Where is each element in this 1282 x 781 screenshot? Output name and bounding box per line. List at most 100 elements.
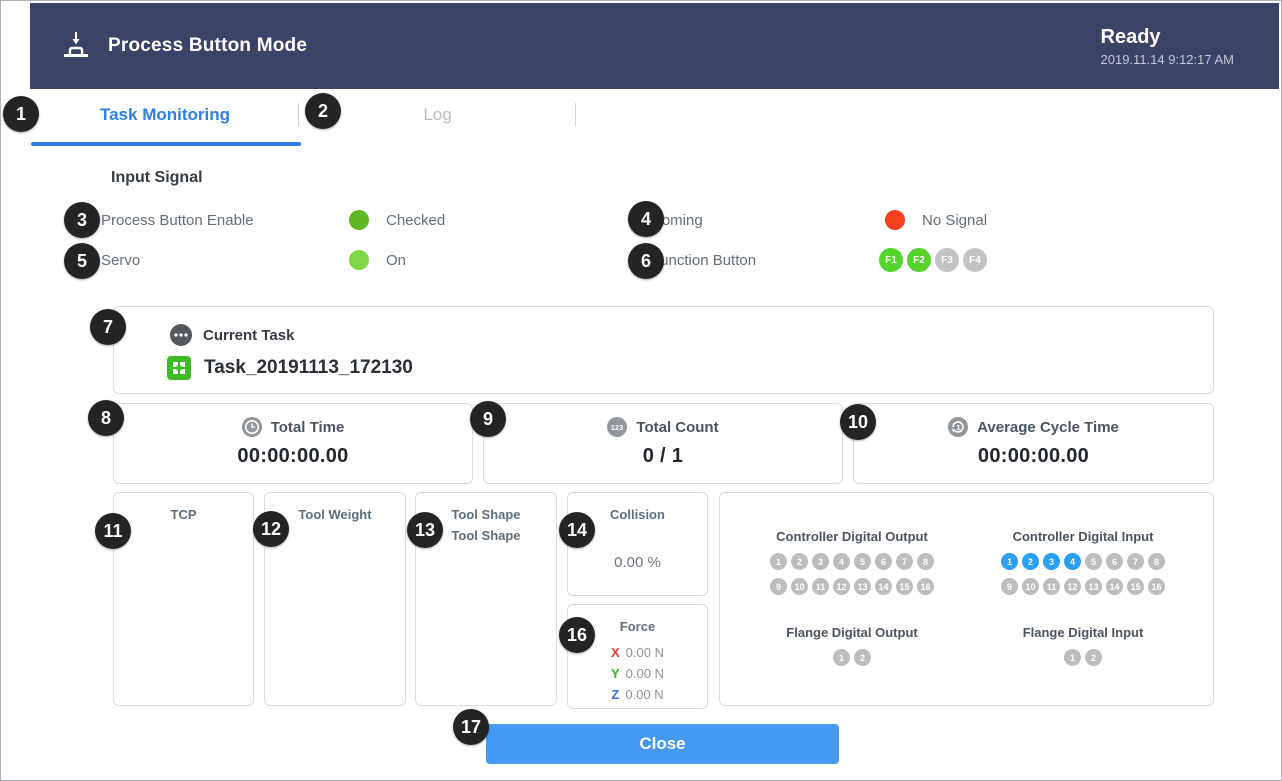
io-indicator-12: 12	[1064, 578, 1081, 595]
io-indicator-13: 13	[1085, 578, 1102, 595]
force-axis-value: 0.00 N	[625, 645, 664, 660]
close-button[interactable]: Close	[486, 724, 839, 764]
status-dot	[349, 250, 369, 270]
io-indicator-3: 3	[1043, 553, 1060, 570]
count-123-icon: 123	[607, 417, 628, 437]
signal-row-function-button: Function Button F1 F2 F3 F4	[651, 247, 987, 273]
io-indicator-10: 10	[1022, 578, 1039, 595]
ellipsis-icon	[170, 324, 192, 346]
callout-17: 17	[453, 709, 489, 745]
function-button-indicators: F1 F2 F3 F4	[879, 248, 987, 272]
signal-row-process-button-enable: Process Button Enable Checked	[101, 207, 445, 233]
io-indicator-6: 6	[1106, 553, 1123, 570]
tcp-title: TCP	[170, 507, 197, 522]
io-indicator-15: 15	[1127, 578, 1144, 595]
cycle-clock-icon: 1	[948, 417, 969, 437]
callout-6: 6	[628, 243, 664, 279]
callout-12: 12	[253, 511, 289, 547]
io-indicator-2: 2	[1085, 649, 1102, 666]
signal-row-servo: Servo On	[101, 247, 406, 273]
force-z-row: Z 0.00 N	[568, 684, 707, 705]
controller-digital-input-indicators: 1 2 3 4 5 6 7 8 9 10 11 12 13 14 15 16	[997, 553, 1169, 595]
collision-value: 0.00 %	[614, 554, 661, 571]
collision-box: Collision 0.00 %	[567, 492, 708, 596]
force-axis-label: Z	[611, 687, 620, 702]
signal-row-homing: Homing No Signal	[651, 207, 987, 233]
total-time-value: 00:00:00.00	[237, 445, 349, 467]
function-button-f2-indicator: F2	[907, 248, 931, 272]
total-count-box: 123 Total Count 0 / 1	[483, 403, 843, 484]
io-indicator-9: 9	[1001, 578, 1018, 595]
average-cycle-time-value: 00:00:00.00	[977, 445, 1090, 467]
io-indicator-16: 16	[917, 578, 934, 595]
tool-shape-box: Tool Shape Tool Shape	[415, 492, 557, 706]
io-indicator-6: 6	[875, 553, 892, 570]
io-indicator-1: 1	[1001, 553, 1018, 570]
io-indicator-11: 11	[1043, 578, 1060, 595]
callout-16: 16	[559, 617, 595, 653]
tool-weight-title: Tool Weight	[298, 507, 372, 522]
io-indicator-8: 8	[1148, 553, 1165, 570]
tab-log[interactable]: Log	[423, 105, 452, 124]
force-axis-value: 0.00 N	[625, 666, 664, 681]
callout-9: 9	[470, 401, 506, 437]
io-indicator-5: 5	[1085, 553, 1102, 570]
status-timestamp: 2019.11.14 9:12:17 AM	[1100, 51, 1234, 67]
robot-status: Ready	[1100, 25, 1161, 48]
signal-label: Servo	[101, 251, 141, 269]
force-axis-label: Y	[611, 666, 620, 681]
signal-label: Homing	[651, 211, 703, 229]
controller-digital-input-title: Controller Digital Input	[1012, 529, 1154, 544]
callout-14: 14	[559, 512, 595, 548]
io-indicator-5: 5	[854, 553, 871, 570]
callout-7: 7	[90, 309, 126, 345]
io-indicator-15: 15	[896, 578, 913, 595]
status-dot	[885, 210, 905, 230]
force-title: Force	[619, 619, 656, 634]
flange-digital-output-title: Flange Digital Output	[786, 625, 918, 640]
signal-label: Process Button Enable	[101, 211, 254, 229]
input-signal-section-title: Input Signal	[111, 169, 203, 186]
total-time-box: Total Time 00:00:00.00	[113, 403, 473, 484]
function-button-f3-indicator: F3	[935, 248, 959, 272]
callout-1: 1	[3, 96, 39, 132]
io-indicator-1: 1	[770, 553, 787, 570]
io-indicator-1: 1	[833, 649, 850, 666]
digital-io-panel: Controller Digital Output 1 2 3 4 5 6 7 8 9 10 11 1…	[719, 492, 1214, 706]
clock-icon	[241, 417, 262, 437]
io-indicator-3: 3	[812, 553, 829, 570]
average-cycle-time-box: 1 Average Cycle Time 00:00:00.00	[853, 403, 1214, 484]
io-indicator-13: 13	[854, 578, 871, 595]
tab-separator	[298, 103, 299, 126]
task-file-icon	[167, 356, 191, 380]
io-indicator-10: 10	[791, 578, 808, 595]
io-indicator-2: 2	[1022, 553, 1039, 570]
tcp-box: TCP	[113, 492, 254, 706]
dialog-header: Process Button Mode Ready 2019.11.14 9:1…	[30, 3, 1279, 89]
io-indicator-14: 14	[1106, 578, 1123, 595]
collision-title: Collision	[610, 507, 665, 522]
io-indicator-2: 2	[791, 553, 808, 570]
io-indicator-4: 4	[833, 553, 850, 570]
io-indicator-14: 14	[875, 578, 892, 595]
tab-task-monitoring[interactable]: Task Monitoring	[99, 105, 230, 124]
status-dot	[349, 210, 369, 230]
io-indicator-7: 7	[896, 553, 913, 570]
io-indicator-7: 7	[1127, 553, 1144, 570]
function-button-f1-indicator: F1	[879, 248, 903, 272]
callout-8: 8	[88, 400, 124, 436]
controller-digital-output-indicators: 1 2 3 4 5 6 7 8 9 10 11 12 13 14 15 16	[766, 553, 938, 595]
tool-shape-value: Tool Shape	[451, 528, 521, 543]
svg-text:1: 1	[957, 425, 961, 432]
io-indicator-2: 2	[854, 649, 871, 666]
total-count-value: 0 / 1	[642, 445, 684, 467]
io-indicator-4: 4	[1064, 553, 1081, 570]
io-indicator-1: 1	[1064, 649, 1081, 666]
io-indicator-12: 12	[833, 578, 850, 595]
page-title: Process Button Mode	[108, 35, 308, 56]
flange-digital-input-title: Flange Digital Input	[1022, 625, 1144, 640]
stat-title: Total Time	[270, 418, 345, 436]
